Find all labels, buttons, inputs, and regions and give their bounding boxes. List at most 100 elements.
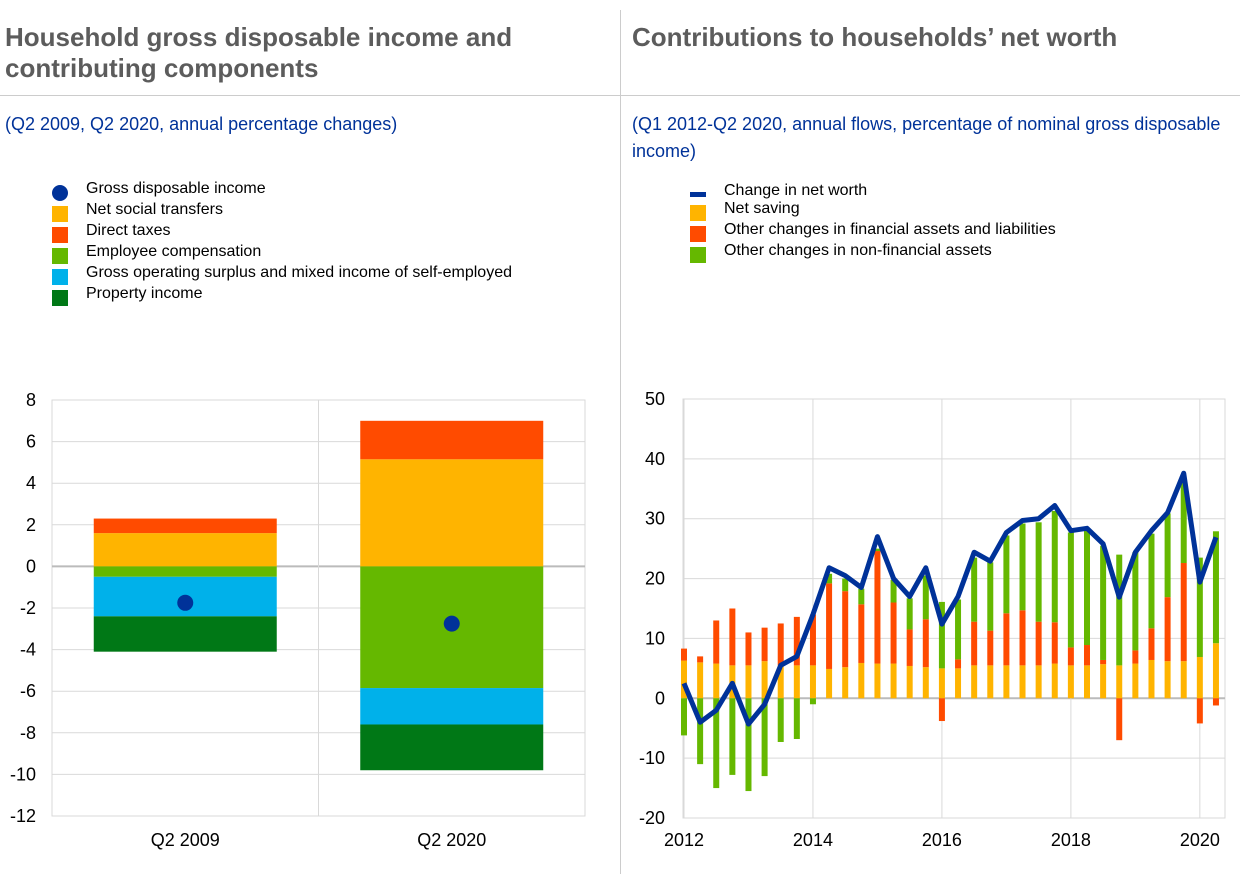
bar-segment bbox=[713, 663, 720, 699]
legend-swatch bbox=[52, 269, 68, 285]
bar-segment bbox=[729, 608, 736, 666]
bar-segment bbox=[809, 614, 816, 666]
bar-segment bbox=[858, 588, 865, 605]
legend-swatch bbox=[690, 247, 706, 263]
left-legend: Gross disposable income Net social transf… bbox=[52, 180, 512, 306]
bar-segment bbox=[971, 621, 978, 666]
bar-segment bbox=[826, 573, 833, 584]
net-worth-line bbox=[681, 470, 1219, 727]
bar-segment bbox=[729, 698, 736, 775]
bar-segment bbox=[1180, 563, 1187, 662]
y-tick-label: 2 bbox=[26, 515, 36, 535]
legend-item: Net social transfers bbox=[52, 201, 512, 222]
y-tick-label: -10 bbox=[10, 764, 36, 784]
right-chart-subtitle: (Q1 2012-Q2 2020, annual flows, percenta… bbox=[632, 114, 1221, 161]
bar-segment bbox=[1067, 647, 1074, 666]
bar-segment bbox=[922, 667, 929, 699]
bar-segment bbox=[1035, 621, 1042, 666]
bar-segment bbox=[761, 698, 768, 777]
bar-segment bbox=[1196, 698, 1203, 724]
bar-segment bbox=[1148, 659, 1155, 699]
y-tick-label: 40 bbox=[645, 449, 665, 469]
legend-swatch bbox=[52, 227, 68, 243]
bar-segment bbox=[777, 698, 784, 742]
bar-segment bbox=[842, 578, 849, 592]
x-tick-label: 2018 bbox=[1051, 830, 1091, 850]
gdi-point bbox=[443, 615, 460, 632]
bar-segment bbox=[858, 604, 865, 663]
legend-label: Change in net worth bbox=[724, 182, 868, 199]
bar-segment bbox=[1116, 698, 1123, 741]
bar-segment bbox=[1212, 698, 1219, 706]
bar-segment bbox=[906, 665, 913, 699]
bar-segment bbox=[1084, 530, 1090, 646]
bar-segment bbox=[697, 698, 704, 765]
left-chart-subtitle: (Q2 2009, Q2 2020, annual percentage cha… bbox=[5, 114, 398, 134]
legend-item: Other changes in non-financial assets bbox=[690, 242, 1220, 263]
y-tick-label: 6 bbox=[26, 432, 36, 452]
bar-segment bbox=[761, 627, 768, 662]
y-tick-label: -2 bbox=[20, 598, 36, 618]
legend-label: Net saving bbox=[724, 200, 800, 217]
bar-segment bbox=[93, 566, 277, 577]
legend-label: Direct taxes bbox=[86, 222, 171, 239]
bar-segment bbox=[681, 698, 687, 736]
y-tick-label: 4 bbox=[26, 473, 36, 493]
bar-segment bbox=[1212, 643, 1219, 699]
y-tick-label: 0 bbox=[655, 688, 665, 708]
bar-segment bbox=[1100, 659, 1107, 665]
bar-segment bbox=[971, 665, 978, 699]
y-tick-label: 0 bbox=[26, 556, 36, 576]
legend-swatch bbox=[52, 206, 68, 222]
bar-segment bbox=[1084, 665, 1090, 699]
bar-segment bbox=[922, 619, 929, 668]
bar-segment bbox=[1132, 663, 1139, 699]
bar-segment bbox=[360, 688, 544, 725]
bar-segment bbox=[987, 630, 994, 666]
bar-segment bbox=[1164, 597, 1171, 662]
bar-segment bbox=[1212, 531, 1219, 644]
bar-segment bbox=[987, 562, 994, 631]
legend-label: Property income bbox=[86, 285, 203, 302]
legend-swatch bbox=[690, 226, 706, 242]
y-tick-label: 8 bbox=[26, 390, 36, 410]
legend-item: Employee compensation bbox=[52, 243, 512, 264]
bar-segment bbox=[874, 548, 881, 552]
bar-segment bbox=[890, 663, 897, 699]
x-tick-label: 2014 bbox=[793, 830, 833, 850]
legend-swatch bbox=[52, 185, 68, 201]
bar-segment bbox=[1051, 510, 1058, 623]
bar-segment bbox=[1003, 665, 1010, 699]
bar-segment bbox=[681, 660, 687, 699]
bar-segment bbox=[906, 598, 913, 630]
bar-segment bbox=[360, 459, 544, 567]
bar-segment bbox=[1180, 480, 1187, 564]
bar-segment bbox=[1164, 661, 1171, 699]
bar-segment bbox=[1035, 665, 1042, 699]
bar-segment bbox=[906, 629, 913, 666]
bar-segment bbox=[761, 661, 768, 699]
gdi-point bbox=[177, 594, 194, 611]
bar-segment bbox=[1019, 665, 1026, 699]
legend-item: Gross disposable income bbox=[52, 180, 512, 201]
right-legend: Change in net worth Net saving Other chang… bbox=[690, 182, 1220, 263]
left-chart-title: Household gross disposable income and co… bbox=[5, 22, 513, 83]
bar-segment bbox=[1196, 656, 1203, 699]
bar-segment bbox=[938, 601, 945, 669]
bar-segment bbox=[938, 668, 945, 699]
bar-segment bbox=[1067, 665, 1074, 699]
bar-segment bbox=[826, 668, 833, 699]
bar-segment bbox=[858, 662, 865, 699]
y-tick-label: -20 bbox=[639, 808, 665, 828]
bar-segment bbox=[1051, 663, 1058, 699]
legend-item: Net saving bbox=[690, 200, 1220, 221]
x-tick-label: Q2 2020 bbox=[417, 830, 486, 850]
bar-segment bbox=[955, 659, 962, 669]
bar-segment bbox=[1100, 545, 1107, 660]
bar-segment bbox=[745, 632, 752, 666]
bar-segment bbox=[890, 602, 897, 664]
right-chart-title: Contributions to households’ net worth bbox=[632, 22, 1118, 52]
x-tick-label: 2020 bbox=[1180, 830, 1220, 850]
y-tick-label: -6 bbox=[20, 681, 36, 701]
legend-label: Gross operating surplus and mixed income… bbox=[86, 264, 512, 281]
